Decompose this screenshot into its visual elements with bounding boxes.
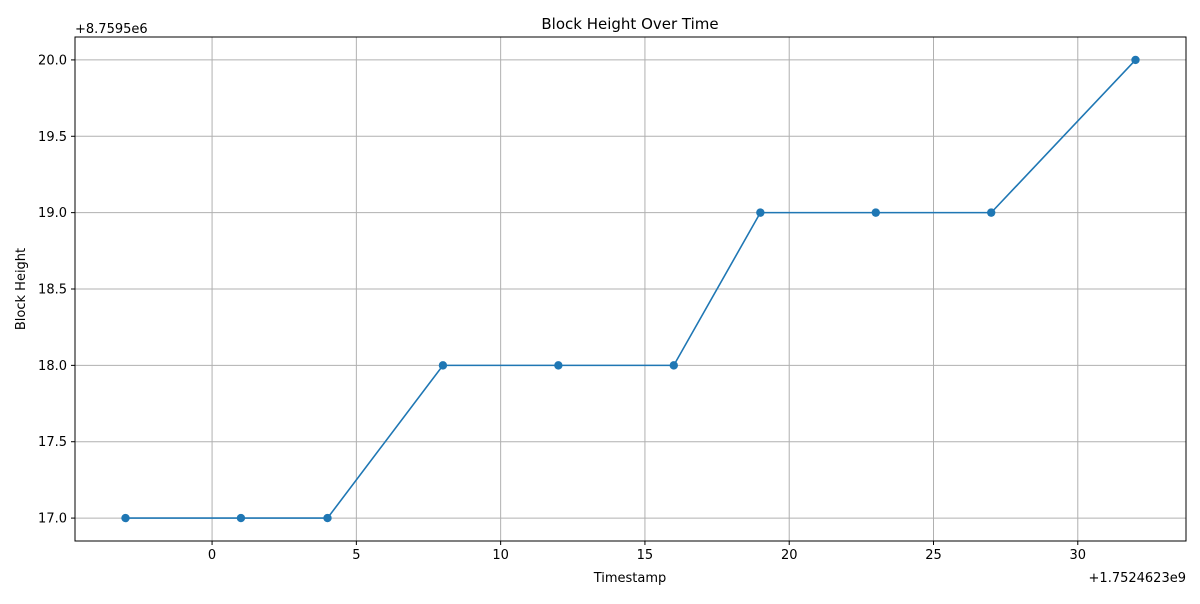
x-tick-label: 0 (208, 548, 216, 563)
x-axis-label: Timestamp (593, 571, 667, 586)
data-point (121, 513, 130, 523)
x-tick-label: 30 (1070, 548, 1087, 563)
x-tick-label: 25 (925, 548, 942, 563)
tick-layer: 0 5 10 15 20 25 30 17.0 17.5 18.0 18.5 19.0 19.5 20.0 (38, 53, 1086, 563)
data-point (323, 513, 332, 523)
series-line (125, 59, 1137, 519)
x-tick-label: 5 (352, 548, 360, 563)
x-tick-label: 15 (637, 548, 654, 563)
data-point (669, 361, 678, 370)
data-point (438, 361, 448, 370)
y-tick-label: 17.5 (38, 435, 67, 450)
data-point (554, 361, 563, 370)
grid-lines (75, 37, 1186, 541)
y-tick-label: 18.5 (38, 283, 67, 298)
y-tick-label: 19.5 (38, 130, 67, 145)
data-point (236, 513, 246, 523)
data-point (1131, 55, 1140, 65)
series-layer (121, 55, 1140, 523)
y-tick-label: 18.0 (38, 359, 67, 374)
y-tick-label: 19.0 (38, 206, 67, 221)
x-offset-label: +1.7524623e9 (1089, 571, 1186, 586)
chart-title: Block Height Over Time (541, 15, 718, 33)
y-axis-label: Block Height (14, 248, 29, 330)
data-point (987, 208, 996, 217)
x-tick-label: 20 (781, 548, 798, 563)
data-point (871, 208, 880, 217)
data-point (756, 208, 765, 217)
y-offset-label: +8.7595e6 (75, 22, 148, 37)
x-tick-label: 10 (492, 548, 509, 563)
y-tick-label: 20.0 (38, 53, 67, 68)
y-tick-label: 17.0 (38, 512, 67, 527)
